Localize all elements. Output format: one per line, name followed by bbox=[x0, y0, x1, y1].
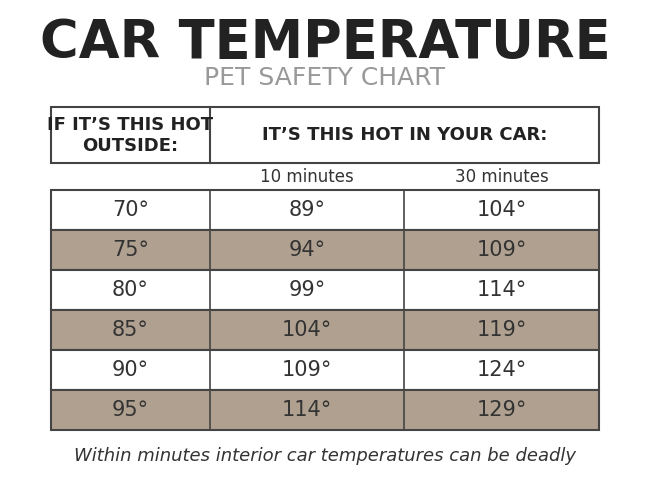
Text: 109°: 109° bbox=[476, 241, 527, 260]
Text: 124°: 124° bbox=[476, 361, 527, 380]
Text: IF IT’S THIS HOT
OUTSIDE:: IF IT’S THIS HOT OUTSIDE: bbox=[47, 116, 213, 155]
Text: 80°: 80° bbox=[112, 281, 149, 300]
Text: 75°: 75° bbox=[112, 241, 149, 260]
Text: PET SAFETY CHART: PET SAFETY CHART bbox=[205, 66, 445, 90]
Text: 85°: 85° bbox=[112, 321, 149, 340]
Text: CAR TEMPERATURE: CAR TEMPERATURE bbox=[40, 17, 610, 69]
Text: 89°: 89° bbox=[289, 201, 326, 220]
FancyBboxPatch shape bbox=[51, 107, 599, 163]
Text: 90°: 90° bbox=[112, 361, 149, 380]
FancyBboxPatch shape bbox=[51, 190, 599, 230]
Text: 95°: 95° bbox=[112, 401, 149, 420]
Text: 10 minutes: 10 minutes bbox=[260, 168, 354, 186]
Text: 104°: 104° bbox=[282, 321, 332, 340]
FancyBboxPatch shape bbox=[51, 230, 599, 270]
Text: 30 minutes: 30 minutes bbox=[455, 168, 549, 186]
Text: 119°: 119° bbox=[476, 321, 527, 340]
FancyBboxPatch shape bbox=[51, 390, 599, 430]
FancyBboxPatch shape bbox=[51, 270, 599, 310]
Text: IT’S THIS HOT IN YOUR CAR:: IT’S THIS HOT IN YOUR CAR: bbox=[262, 126, 547, 144]
Text: Within minutes interior car temperatures can be deadly: Within minutes interior car temperatures… bbox=[74, 447, 576, 466]
Text: 129°: 129° bbox=[476, 401, 527, 420]
Text: 114°: 114° bbox=[476, 281, 527, 300]
Text: 104°: 104° bbox=[476, 201, 527, 220]
Text: 99°: 99° bbox=[289, 281, 326, 300]
Text: 94°: 94° bbox=[289, 241, 326, 260]
Text: 109°: 109° bbox=[282, 361, 332, 380]
FancyBboxPatch shape bbox=[51, 310, 599, 350]
Text: 114°: 114° bbox=[282, 401, 332, 420]
FancyBboxPatch shape bbox=[51, 350, 599, 390]
Text: 70°: 70° bbox=[112, 201, 149, 220]
